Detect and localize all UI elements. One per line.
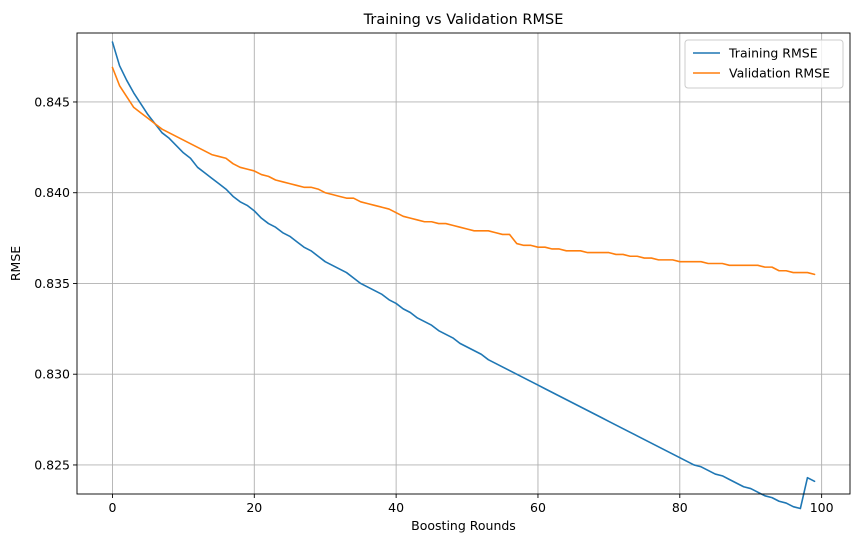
y-tick-label: 0.845 [34,94,70,109]
x-tick-label: 20 [246,500,262,515]
y-axis-label: RMSE [8,246,23,281]
y-tick-label: 0.835 [34,276,70,291]
x-tick-label: 100 [810,500,834,515]
x-tick-label: 40 [388,500,404,515]
x-axis-label: Boosting Rounds [411,518,516,533]
x-tick-label: 80 [672,500,688,515]
plot-frame [76,32,851,495]
x-tick-label: 0 [108,500,116,515]
y-axis: 0.825 0.830 0.835 0.840 0.845 [34,94,77,472]
legend-label-validation: Validation RMSE [729,66,830,81]
validation-rmse-line [111,66,816,276]
x-tick-label: 60 [530,500,546,515]
series-layer [111,41,816,510]
chart-title: Training vs Validation RMSE [363,12,564,28]
training-rmse-line [111,41,816,510]
legend-label-training: Training RMSE [728,46,818,61]
legend-box [684,39,844,89]
legend: Training RMSE Validation RMSE [684,39,844,89]
y-tick-label: 0.830 [34,367,70,382]
y-tick-label: 0.825 [34,457,70,472]
x-axis: 0 20 40 60 80 100 [108,494,834,515]
y-tick-label: 0.840 [34,185,70,200]
grid [77,33,850,494]
